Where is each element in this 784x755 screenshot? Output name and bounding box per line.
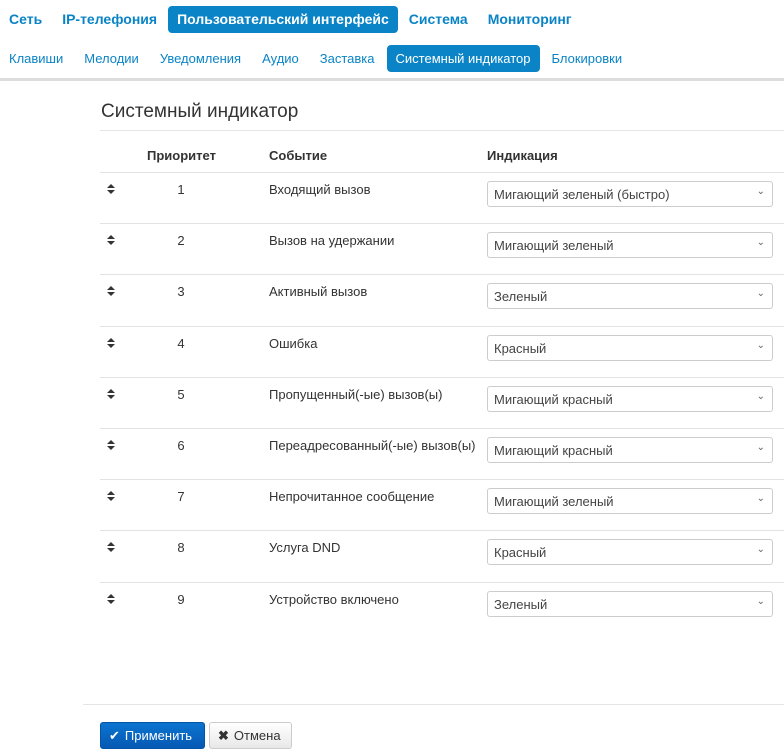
cancel-button[interactable]: ✖ Отмена (209, 722, 292, 749)
event-cell: Устройство включено (269, 591, 399, 607)
subnav-tab[interactable]: Заставка (319, 51, 375, 66)
priority-cell: 9 (177, 591, 185, 607)
event-cell: Услуга DND (269, 540, 341, 556)
priority-cell: 1 (177, 182, 185, 197)
sort-handle-icon[interactable] (107, 439, 115, 451)
header-indication: Индикация (487, 148, 558, 163)
chevron-down-icon: ⌄ (756, 493, 765, 505)
table-row: 1 Входящий вызов Мигающий зеленый (быстро)… (100, 172, 784, 223)
nav-tab[interactable]: Сеть (9, 11, 43, 27)
chevron-down-icon: ⌄ (756, 595, 765, 607)
footer-divider (83, 704, 784, 705)
select-value: Красный (494, 545, 547, 561)
indication-select[interactable]: Красный ⌄ (487, 539, 773, 566)
sub-nav: Клавиши Мелодии Уведомления Аудио Заставка Си… (0, 45, 634, 72)
select-value: Красный (494, 340, 547, 356)
nav-tab[interactable]: IP-телефония (62, 11, 158, 27)
subnav-tab[interactable]: Уведомления (159, 51, 242, 66)
header-priority: Приоритет (147, 148, 216, 163)
priority-cell: 7 (177, 489, 185, 505)
event-cell: Непрочитанное сообщение (269, 489, 435, 505)
indication-select[interactable]: Мигающий зеленый ⌄ (487, 232, 773, 259)
subnav-tab[interactable]: Клавиши (9, 51, 64, 66)
subnav-tab[interactable]: Системный индикатор (386, 45, 540, 72)
indication-select[interactable]: Зеленый ⌄ (487, 590, 773, 617)
indication-select[interactable]: Мигающий красный ⌄ (487, 437, 773, 463)
priority-cell: 3 (177, 284, 185, 300)
event-cell: Входящий вызов (269, 182, 371, 197)
select-value: Мигающий зеленый (494, 238, 614, 254)
priority-cell: 6 (177, 438, 185, 453)
chevron-down-icon: ⌄ (756, 288, 765, 300)
table-row: 9 Устройство включено Зеленый ⌄ (100, 581, 784, 633)
check-icon: ✔ (109, 727, 120, 743)
table-row: 3 Активный вызов Зеленый ⌄ (100, 274, 784, 325)
subnav-tab[interactable]: Блокировки (551, 51, 623, 66)
select-value: Мигающий красный (494, 391, 613, 407)
sort-handle-icon[interactable] (107, 337, 115, 349)
priority-cell: 2 (177, 233, 185, 249)
sort-handle-icon[interactable] (107, 388, 115, 400)
table-row: 8 Услуга DND Красный ⌄ (100, 530, 784, 581)
event-cell: Переадресованный(-ые) вызов(ы) (269, 438, 476, 453)
select-value: Мигающий зеленый (быстро) (494, 187, 670, 202)
select-value: Мигающий зеленый (494, 494, 614, 510)
apply-button[interactable]: ✔ Применить (100, 722, 205, 749)
indication-select[interactable]: Зеленый ⌄ (487, 283, 773, 310)
cancel-label: Отмена (233, 728, 281, 743)
header-event: Событие (269, 148, 328, 163)
table-row: 7 Непрочитанное сообщение Мигающий зеленый… (100, 479, 784, 530)
subnav-tab[interactable]: Мелодии (84, 51, 139, 66)
table-row: 4 Ошибка Красный ⌄ (100, 325, 784, 377)
priority-cell: 4 (177, 335, 185, 351)
nav-tab[interactable]: Система (408, 11, 468, 27)
sort-handle-icon[interactable] (107, 541, 115, 553)
select-value: Зеленый (494, 289, 548, 305)
indication-select[interactable]: Мигающий красный ⌄ (487, 385, 773, 412)
nav-divider (0, 78, 784, 81)
nav-tab[interactable]: Пользовательский интерфейс (168, 6, 398, 33)
subnav-tab[interactable]: Аудио (262, 51, 299, 66)
close-icon: ✖ (218, 727, 229, 743)
table-row: 2 Вызов на удержании Мигающий зеленый ⌄ (100, 223, 784, 274)
table-row: 6 Переадресованный(-ые) вызов(ы) Мигающий … (100, 428, 784, 479)
select-value: Зеленый (494, 596, 548, 612)
event-cell: Вызов на удержании (269, 233, 395, 249)
indication-select[interactable]: Мигающий зеленый (быстро) ⌄ (487, 181, 773, 207)
sort-handle-icon[interactable] (107, 285, 115, 297)
page-title: Системный индикатор (101, 101, 299, 122)
chevron-down-icon: ⌄ (756, 442, 765, 453)
sort-handle-icon[interactable] (107, 234, 115, 246)
main-nav: Сеть IP-телефония Пользовательский интерфе… (0, 6, 583, 33)
sort-handle-icon[interactable] (107, 593, 115, 605)
indication-select[interactable]: Красный ⌄ (487, 334, 773, 361)
select-value: Мигающий красный (494, 443, 613, 458)
chevron-down-icon: ⌄ (756, 544, 765, 556)
apply-label: Применить (124, 728, 193, 743)
table-row: 5 Пропущенный(-ые) вызов(ы) Мигающий красн… (100, 376, 784, 428)
nav-tab[interactable]: Мониторинг (487, 11, 572, 27)
event-cell: Ошибка (269, 335, 318, 351)
chevron-down-icon: ⌄ (756, 390, 765, 402)
sort-handle-icon[interactable] (107, 183, 115, 195)
title-divider (100, 130, 784, 131)
event-cell: Пропущенный(-ые) вызов(ы) (269, 386, 443, 402)
chevron-down-icon: ⌄ (756, 186, 765, 197)
chevron-down-icon: ⌄ (756, 237, 765, 249)
priority-cell: 5 (177, 386, 185, 402)
priority-cell: 8 (177, 540, 185, 556)
sort-handle-icon[interactable] (107, 490, 115, 502)
chevron-down-icon: ⌄ (756, 339, 765, 351)
indication-select[interactable]: Мигающий зеленый ⌄ (487, 488, 773, 515)
event-cell: Активный вызов (269, 284, 368, 300)
